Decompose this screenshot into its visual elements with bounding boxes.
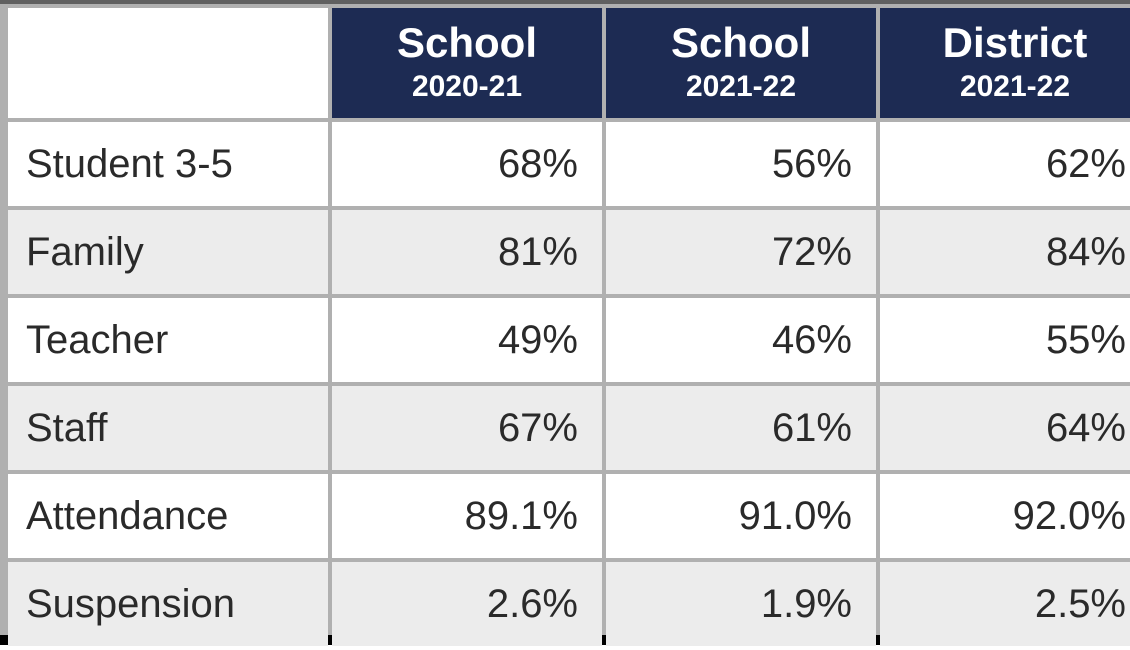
row-value: 68% <box>332 122 602 206</box>
row-value: 81% <box>332 210 602 294</box>
row-label: Suspension <box>8 562 328 646</box>
row-value: 55% <box>880 298 1130 382</box>
row-label: Teacher <box>8 298 328 382</box>
table-row: Staff 67% 61% 64% <box>8 386 1130 470</box>
header-main: School <box>624 21 858 65</box>
row-value: 62% <box>880 122 1130 206</box>
header-school-2020-21: School 2020-21 <box>332 8 602 118</box>
header-district-2021-22: District 2021-22 <box>880 8 1130 118</box>
header-main: District <box>898 21 1130 65</box>
row-value: 2.5% <box>880 562 1130 646</box>
row-value: 91.0% <box>606 474 876 558</box>
header-blank <box>8 8 328 118</box>
row-value: 1.9% <box>606 562 876 646</box>
metrics-table: School 2020-21 School 2021-22 District 2… <box>4 4 1130 650</box>
row-value: 92.0% <box>880 474 1130 558</box>
row-value: 84% <box>880 210 1130 294</box>
table-row: Attendance 89.1% 91.0% 92.0% <box>8 474 1130 558</box>
row-value: 61% <box>606 386 876 470</box>
row-label: Staff <box>8 386 328 470</box>
table-row: Suspension 2.6% 1.9% 2.5% <box>8 562 1130 646</box>
row-label: Attendance <box>8 474 328 558</box>
table-row: Teacher 49% 46% 55% <box>8 298 1130 382</box>
row-value: 46% <box>606 298 876 382</box>
row-value: 49% <box>332 298 602 382</box>
table-row: Student 3-5 68% 56% 62% <box>8 122 1130 206</box>
header-sub: 2021-22 <box>624 69 858 105</box>
table-row: Family 81% 72% 84% <box>8 210 1130 294</box>
header-sub: 2021-22 <box>898 69 1130 105</box>
row-label: Student 3-5 <box>8 122 328 206</box>
row-value: 67% <box>332 386 602 470</box>
metrics-table-container: School 2020-21 School 2021-22 District 2… <box>0 0 1130 645</box>
row-value: 2.6% <box>332 562 602 646</box>
row-value: 89.1% <box>332 474 602 558</box>
row-label: Family <box>8 210 328 294</box>
header-sub: 2020-21 <box>350 69 584 105</box>
header-school-2021-22: School 2021-22 <box>606 8 876 118</box>
row-value: 64% <box>880 386 1130 470</box>
table-header-row: School 2020-21 School 2021-22 District 2… <box>8 8 1130 118</box>
row-value: 72% <box>606 210 876 294</box>
row-value: 56% <box>606 122 876 206</box>
header-main: School <box>350 21 584 65</box>
